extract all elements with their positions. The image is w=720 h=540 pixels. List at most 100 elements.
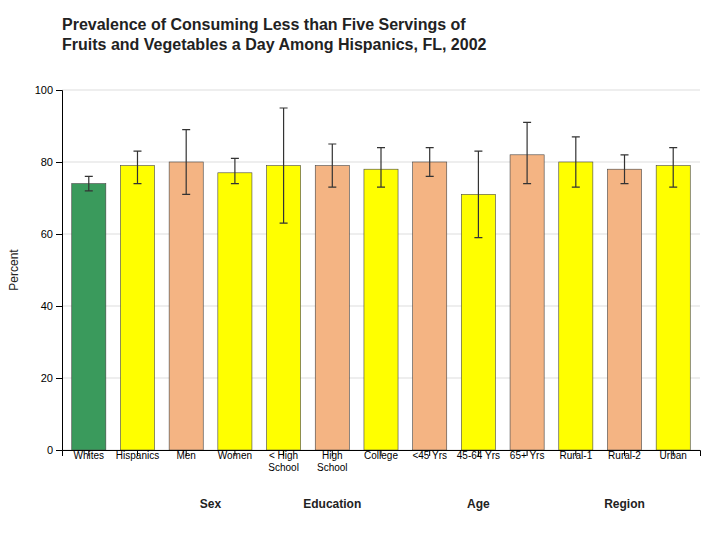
x-tick: Men bbox=[176, 450, 195, 461]
x-tick-label: 45-64 Yrs bbox=[457, 450, 500, 461]
title-line: Fruits and Vegetables a Day Among Hispan… bbox=[62, 36, 487, 53]
y-tick-mark bbox=[56, 234, 62, 235]
y-tick-mark bbox=[56, 306, 62, 307]
x-tick-label: Rural-2 bbox=[608, 450, 641, 461]
x-tick-label: Hispanics bbox=[116, 450, 159, 461]
bar bbox=[364, 169, 398, 450]
y-tick-mark bbox=[56, 90, 62, 91]
y-tick-label: 40 bbox=[41, 300, 53, 312]
x-tick: 65+ Yrs bbox=[510, 450, 545, 461]
y-tick-label: 0 bbox=[47, 444, 53, 456]
title: Prevalence of Consuming Less than Five S… bbox=[62, 16, 487, 53]
x-tick-label-line: Rural-2 bbox=[608, 450, 641, 461]
x-tick-label-line: College bbox=[364, 450, 398, 461]
bar bbox=[169, 162, 203, 450]
x-tick-label-line: < High bbox=[269, 450, 298, 461]
bar bbox=[120, 166, 154, 450]
x-axis: WhitesHispanicsMenWomen< HighSchoolHighS… bbox=[63, 450, 701, 473]
x-tick: HighSchool bbox=[317, 450, 348, 473]
group-labels: Sex Education Age Region bbox=[200, 497, 645, 511]
x-tick-label-line: Women bbox=[218, 450, 252, 461]
y-tick-mark bbox=[56, 378, 62, 379]
bar bbox=[559, 162, 593, 450]
x-tick: 45-64 Yrs bbox=[457, 450, 500, 461]
y-tick-mark bbox=[56, 450, 62, 451]
y-axis-line bbox=[56, 91, 63, 451]
x-tick: < HighSchool bbox=[268, 450, 299, 473]
x-tick: Women bbox=[218, 450, 252, 461]
x-tick: Rural-1 bbox=[559, 450, 592, 461]
bars bbox=[72, 155, 691, 450]
error-bar bbox=[328, 144, 336, 187]
grid-line bbox=[62, 90, 700, 91]
y-tick: 20 bbox=[41, 372, 62, 384]
group-label: Age bbox=[467, 497, 490, 511]
y-tick-label: 80 bbox=[41, 156, 53, 168]
x-tick-label-line: Hispanics bbox=[116, 450, 159, 461]
error-bar bbox=[182, 130, 190, 195]
x-tick-label-line: 45-64 Yrs bbox=[457, 450, 500, 461]
x-tick-label: Women bbox=[218, 450, 252, 461]
error-bar bbox=[426, 148, 434, 177]
x-tick-label-line: Urban bbox=[660, 450, 687, 461]
bar bbox=[656, 166, 690, 450]
x-tick-label: Men bbox=[176, 450, 195, 461]
error-bar bbox=[474, 151, 482, 237]
x-tick-label: < HighSchool bbox=[268, 450, 299, 473]
x-tick-label: Urban bbox=[660, 450, 687, 461]
y-tick-label: 20 bbox=[41, 372, 53, 384]
x-tick: Hispanics bbox=[116, 450, 159, 461]
x-tick-label-line: Whites bbox=[74, 450, 105, 461]
y-tick: 80 bbox=[41, 156, 62, 168]
x-tick-label: Whites bbox=[74, 450, 105, 461]
error-bar bbox=[231, 158, 239, 183]
group-label: Education bbox=[303, 497, 361, 511]
y-tick: 40 bbox=[41, 300, 62, 312]
bar bbox=[218, 173, 252, 450]
y-tick: 0 bbox=[47, 444, 62, 456]
x-tick-label-line: High bbox=[322, 450, 343, 461]
x-tick-label-line: Rural-1 bbox=[559, 450, 592, 461]
error-bar bbox=[85, 176, 93, 190]
bar bbox=[510, 155, 544, 450]
x-tick-label-line: School bbox=[268, 462, 299, 473]
group-label: Region bbox=[604, 497, 645, 511]
x-tick: Urban bbox=[660, 450, 687, 461]
y-tick-label: 100 bbox=[35, 84, 53, 96]
title-line: Prevalence of Consuming Less than Five S… bbox=[62, 16, 466, 33]
x-tick-label-line: Men bbox=[176, 450, 195, 461]
error-bar bbox=[377, 148, 385, 188]
x-tick-label-line: <45 Yrs bbox=[412, 450, 447, 461]
x-tick: College bbox=[364, 450, 398, 461]
x-tick-label: <45 Yrs bbox=[412, 450, 447, 461]
error-bar bbox=[133, 151, 141, 183]
bar bbox=[607, 169, 641, 450]
y-tick: 100 bbox=[35, 84, 62, 96]
x-tick-label: HighSchool bbox=[317, 450, 348, 473]
y-tick-mark bbox=[56, 162, 62, 163]
x-tick-label: 65+ Yrs bbox=[510, 450, 545, 461]
bar bbox=[72, 184, 106, 450]
bar bbox=[413, 162, 447, 450]
plot-area bbox=[72, 108, 691, 450]
y-axis: 0 20 40 60 80 100 bbox=[35, 84, 63, 456]
bar bbox=[315, 166, 349, 450]
error-bar bbox=[621, 155, 629, 184]
error-bars bbox=[85, 108, 677, 238]
group-label: Sex bbox=[200, 497, 222, 511]
error-bar bbox=[280, 108, 288, 223]
x-tick-label-line: 65+ Yrs bbox=[510, 450, 545, 461]
grid bbox=[62, 90, 700, 450]
x-tick-label: Rural-1 bbox=[559, 450, 592, 461]
y-tick-label: 60 bbox=[41, 228, 53, 240]
error-bar bbox=[572, 137, 580, 187]
chart: Prevalence of Consuming Less than Five S… bbox=[0, 0, 720, 540]
x-tick-label: College bbox=[364, 450, 398, 461]
y-axis-title: Percent bbox=[7, 249, 21, 291]
error-bar bbox=[523, 122, 531, 183]
error-bar bbox=[669, 148, 677, 188]
x-tick: <45 Yrs bbox=[412, 450, 447, 461]
x-tick-label-line: School bbox=[317, 462, 348, 473]
x-tick: Whites bbox=[74, 450, 105, 461]
y-tick: 60 bbox=[41, 228, 62, 240]
